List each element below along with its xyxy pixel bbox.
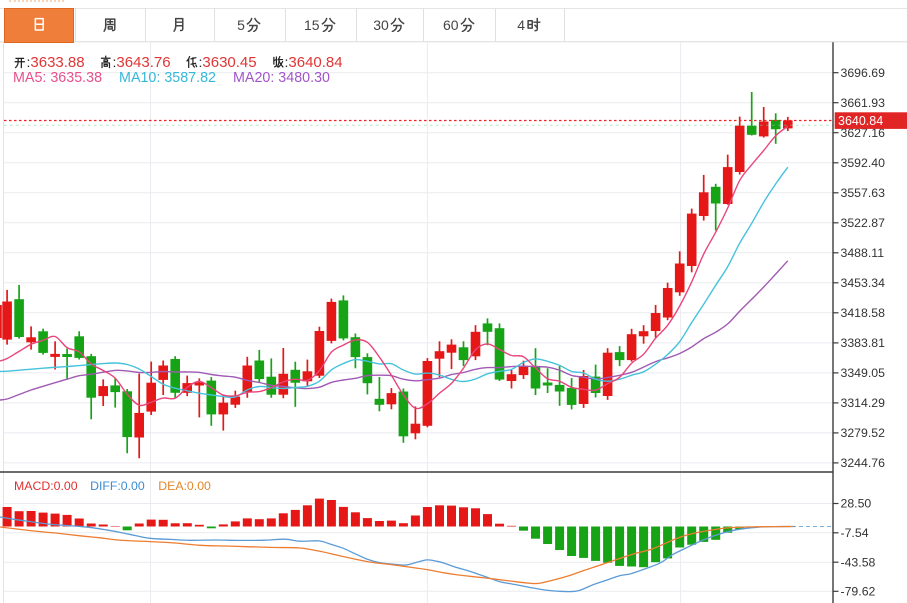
svg-text:3453.34: 3453.34 — [841, 276, 886, 290]
svg-text:3522.87: 3522.87 — [841, 216, 886, 230]
svg-text:3488.11: 3488.11 — [841, 246, 885, 260]
svg-text:3418.58: 3418.58 — [841, 306, 886, 320]
svg-text:3661.93: 3661.93 — [841, 96, 886, 110]
svg-text:3627.16: 3627.16 — [841, 126, 886, 140]
svg-text:3279.52: 3279.52 — [841, 426, 886, 440]
svg-text:3314.29: 3314.29 — [841, 396, 886, 410]
svg-text:3244.76: 3244.76 — [841, 456, 886, 470]
svg-text:3557.63: 3557.63 — [841, 186, 886, 200]
svg-text:3696.69: 3696.69 — [841, 66, 886, 80]
svg-text:28.50: 28.50 — [841, 497, 872, 511]
svg-text:-43.58: -43.58 — [841, 555, 876, 569]
svg-text:-7.54: -7.54 — [841, 526, 869, 540]
svg-text:3640.84: 3640.84 — [838, 114, 883, 128]
svg-text:-79.62: -79.62 — [841, 585, 876, 599]
svg-text:3592.40: 3592.40 — [841, 156, 886, 170]
svg-text:3349.05: 3349.05 — [841, 366, 886, 380]
svg-text:3383.81: 3383.81 — [841, 336, 886, 350]
